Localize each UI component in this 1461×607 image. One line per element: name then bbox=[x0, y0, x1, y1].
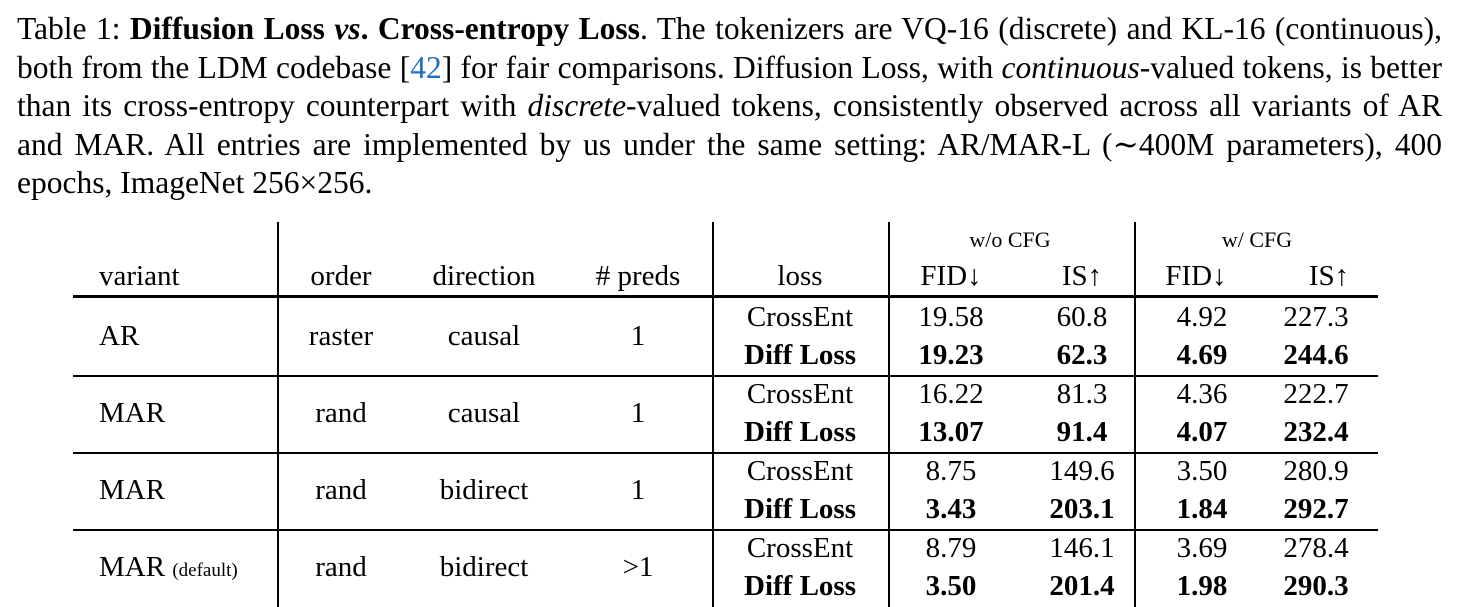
cell-fid-wo-cfg: 3.43 bbox=[925, 493, 977, 525]
cell-fid-wo-cfg: 16.22 bbox=[918, 378, 984, 410]
cell-order: rand bbox=[315, 474, 367, 506]
cell-loss: CrossEnt bbox=[746, 301, 854, 333]
table-caption: Table 1: Diffusion Loss vs. Cross-entrop… bbox=[17, 10, 1442, 203]
column-rule bbox=[1134, 222, 1136, 607]
column-rule bbox=[277, 222, 279, 607]
header-order: order bbox=[310, 260, 372, 292]
cell-fid-wo-cfg: 19.58 bbox=[918, 301, 984, 333]
cell-is-wo-cfg: 91.4 bbox=[1056, 416, 1108, 448]
cell-direction: causal bbox=[447, 320, 521, 352]
cell-direction: bidirect bbox=[439, 551, 529, 583]
cell-order: raster bbox=[308, 320, 374, 352]
cell-variant: MAR bbox=[99, 476, 165, 505]
cell-is-wo-cfg: 62.3 bbox=[1056, 339, 1108, 371]
cell-loss: Diff Loss bbox=[744, 493, 856, 525]
caption-text-1: . The tokenizers are VQ-16 (discrete) an… bbox=[17, 11, 1443, 85]
cell-is-wo-cfg: 201.4 bbox=[1049, 570, 1115, 602]
cell-fid-wo-cfg: 8.75 bbox=[925, 455, 977, 487]
cell-is-wo-cfg: 81.3 bbox=[1056, 378, 1108, 410]
header-rule bbox=[73, 295, 1378, 298]
cell-fid-w-cfg: 4.69 bbox=[1176, 339, 1228, 371]
cell-fid-wo-cfg: 8.79 bbox=[925, 532, 977, 564]
row-rule bbox=[73, 375, 1378, 377]
caption-title-part-2: . Cross-entropy Loss bbox=[360, 11, 640, 46]
variant-label: MAR bbox=[99, 551, 166, 583]
cell-is-w-cfg: 232.4 bbox=[1283, 416, 1349, 448]
cell-preds: 1 bbox=[630, 397, 646, 429]
variant-label: MAR bbox=[99, 397, 166, 429]
cell-is-w-cfg: 227.3 bbox=[1283, 301, 1349, 333]
cell-is-w-cfg: 280.9 bbox=[1283, 455, 1349, 487]
cell-fid-w-cfg: 3.50 bbox=[1176, 455, 1228, 487]
cell-direction: bidirect bbox=[439, 474, 529, 506]
cell-is-w-cfg: 290.3 bbox=[1283, 570, 1349, 602]
cell-loss: CrossEnt bbox=[746, 532, 854, 564]
cell-fid-w-cfg: 3.69 bbox=[1176, 532, 1228, 564]
cell-variant: MAR (default) bbox=[99, 553, 238, 582]
variant-label: MAR bbox=[99, 474, 166, 506]
cell-order: rand bbox=[315, 397, 367, 429]
caption-text-4: -valued tokens, consistently observed ac… bbox=[17, 88, 1442, 200]
cell-fid-w-cfg: 1.98 bbox=[1176, 570, 1228, 602]
cell-is-wo-cfg: 146.1 bbox=[1049, 532, 1115, 564]
variant-label: AR bbox=[99, 320, 140, 352]
cell-fid-wo-cfg: 3.50 bbox=[925, 570, 977, 602]
cell-is-wo-cfg: 203.1 bbox=[1049, 493, 1115, 525]
cell-loss: Diff Loss bbox=[744, 570, 856, 602]
cell-fid-w-cfg: 4.92 bbox=[1176, 301, 1228, 333]
cell-order: rand bbox=[315, 551, 367, 583]
header-fid-wo-cfg: FID↓ bbox=[920, 260, 982, 292]
cell-fid-w-cfg: 4.36 bbox=[1176, 378, 1228, 410]
header-variant: variant bbox=[99, 260, 180, 292]
cell-loss: CrossEnt bbox=[746, 455, 854, 487]
cell-is-w-cfg: 278.4 bbox=[1283, 532, 1349, 564]
cell-fid-w-cfg: 4.07 bbox=[1176, 416, 1228, 448]
caption-text-2: ] for fair comparisons. Diffusion Loss, … bbox=[441, 49, 1002, 85]
header-fid-w-cfg: FID↓ bbox=[1165, 260, 1227, 292]
cell-direction: causal bbox=[447, 397, 521, 429]
caption-title-part-1: Diffusion Loss bbox=[129, 11, 325, 46]
variant-sublabel: (default) bbox=[172, 560, 238, 581]
header-loss: loss bbox=[777, 260, 823, 292]
caption-italic-discrete: discrete bbox=[527, 88, 627, 123]
column-rule bbox=[888, 222, 890, 607]
cell-variant: AR bbox=[99, 322, 139, 351]
header-is-wo-cfg: IS↑ bbox=[1061, 260, 1103, 292]
cell-loss: CrossEnt bbox=[746, 378, 854, 410]
caption-label: Table 1: bbox=[17, 11, 121, 46]
group-header-wo-cfg: w/o CFG bbox=[969, 227, 1051, 252]
header-preds: # preds bbox=[595, 260, 681, 292]
cell-is-w-cfg: 244.6 bbox=[1283, 339, 1349, 371]
cell-is-wo-cfg: 149.6 bbox=[1049, 455, 1115, 487]
cell-fid-w-cfg: 1.84 bbox=[1176, 493, 1228, 525]
cell-is-wo-cfg: 60.8 bbox=[1056, 301, 1108, 333]
cell-loss: Diff Loss bbox=[744, 339, 856, 371]
header-is-w-cfg: IS↑ bbox=[1308, 260, 1350, 292]
cell-variant: MAR bbox=[99, 399, 165, 428]
cell-preds: 1 bbox=[630, 474, 646, 506]
caption-italic-continuous: continuous bbox=[1001, 49, 1140, 85]
group-header-w-cfg: w/ CFG bbox=[1221, 227, 1293, 252]
cell-fid-wo-cfg: 19.23 bbox=[918, 339, 984, 371]
cell-is-w-cfg: 222.7 bbox=[1283, 378, 1349, 410]
cell-is-w-cfg: 292.7 bbox=[1283, 493, 1349, 525]
row-rule bbox=[73, 452, 1378, 454]
cell-fid-wo-cfg: 13.07 bbox=[918, 416, 984, 448]
cell-preds: 1 bbox=[630, 320, 646, 352]
citation-link[interactable]: 42 bbox=[410, 49, 442, 85]
cell-loss: Diff Loss bbox=[744, 416, 856, 448]
row-rule bbox=[73, 529, 1378, 531]
column-rule bbox=[712, 222, 714, 607]
cell-preds: >1 bbox=[622, 551, 654, 583]
caption-text-3: -valued tokens, is better than its cross… bbox=[17, 49, 1442, 124]
caption-title-vs: vs bbox=[334, 11, 361, 46]
header-direction: direction bbox=[432, 260, 536, 292]
